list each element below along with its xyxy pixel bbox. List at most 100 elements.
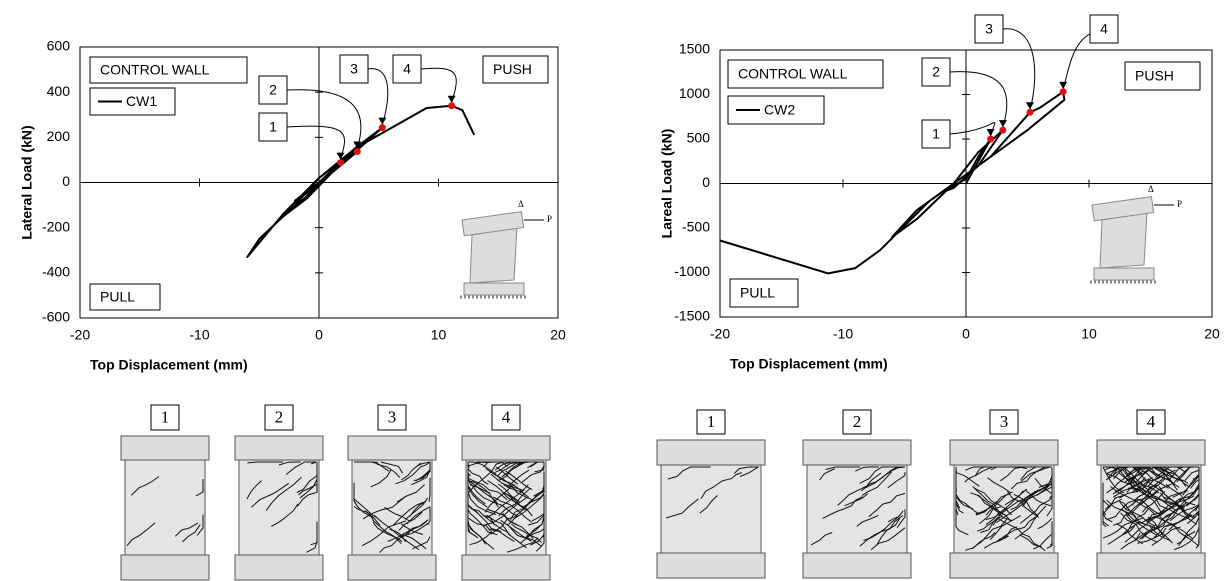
wall-top-cap — [120, 435, 210, 461]
crack — [535, 534, 545, 552]
crack — [401, 462, 422, 481]
crack — [246, 480, 262, 500]
callout-label: 3 — [350, 61, 358, 77]
crack — [1155, 502, 1187, 529]
crack — [1022, 483, 1053, 508]
crack — [467, 466, 489, 485]
crack — [964, 518, 1008, 551]
arrow-head — [353, 141, 362, 149]
crack — [508, 485, 545, 525]
callout-box — [1089, 14, 1119, 44]
crack — [975, 501, 997, 515]
legend-label: CW1 — [126, 93, 157, 109]
crack — [987, 477, 1012, 494]
crack — [855, 466, 879, 472]
crack — [976, 494, 1011, 522]
crack — [1136, 498, 1161, 516]
crack — [126, 522, 156, 547]
y-tick-label: -1000 — [674, 263, 710, 279]
y-tick-label: -400 — [42, 264, 70, 280]
wall-top-cap — [1096, 439, 1206, 466]
crack-label-box — [150, 404, 180, 431]
inset-drift-label: Δ — [1148, 184, 1154, 194]
crack — [1019, 534, 1042, 548]
arrow-head — [447, 95, 456, 103]
wall-bottom-cap — [120, 554, 210, 581]
wall-top-cap — [949, 439, 1059, 466]
crack — [825, 466, 861, 470]
y-tick-label: 1000 — [679, 85, 710, 101]
crack — [174, 522, 199, 537]
load-curve — [719, 90, 1066, 275]
wall-body — [124, 459, 206, 556]
crack — [501, 461, 523, 478]
crack — [353, 498, 378, 519]
crack — [402, 533, 427, 550]
y-tick-label: 400 — [47, 83, 71, 99]
crack — [406, 506, 431, 525]
crack — [467, 484, 497, 515]
inset-wall — [1099, 211, 1148, 269]
crack — [861, 471, 892, 496]
crack — [1147, 473, 1165, 487]
crack — [1103, 495, 1123, 514]
inset-cap — [1091, 196, 1155, 222]
crack — [955, 467, 980, 487]
arrow-head — [378, 117, 387, 125]
crack — [1024, 489, 1052, 507]
inset-base — [463, 282, 525, 296]
crack — [859, 515, 904, 547]
wall-bottom-cap — [461, 554, 551, 581]
crack — [810, 532, 833, 546]
crack — [1112, 475, 1136, 495]
crack — [401, 522, 429, 537]
wall-top-cap — [802, 439, 912, 466]
pull-label-box — [729, 278, 799, 308]
inset-base — [1093, 267, 1155, 281]
crack — [1126, 466, 1151, 481]
callout-label: 1 — [932, 126, 940, 142]
load-curve — [246, 104, 476, 258]
crack — [298, 468, 318, 496]
crack — [389, 528, 407, 543]
callout-label: 4 — [1100, 21, 1108, 37]
crack-label-box — [491, 404, 521, 431]
crack — [467, 503, 491, 532]
crack — [505, 470, 533, 490]
callout-box — [392, 54, 422, 84]
wall-bottom-cap — [234, 554, 324, 581]
crack — [265, 476, 302, 511]
callout-arrow — [420, 67, 457, 103]
crack — [392, 501, 427, 527]
crack — [864, 466, 905, 489]
wall-body — [806, 464, 908, 554]
wall-body — [238, 459, 320, 556]
wall-bottom-cap — [949, 552, 1059, 579]
crack — [354, 461, 390, 472]
crack — [494, 461, 518, 473]
wall-label: CONTROL WALL — [100, 62, 210, 78]
crack — [1046, 498, 1053, 517]
crack — [856, 514, 879, 527]
crack — [486, 514, 511, 536]
crack — [490, 515, 518, 535]
marked-point — [987, 135, 995, 143]
crack — [506, 537, 539, 553]
marked-point — [378, 124, 386, 132]
callout-arrow — [1002, 28, 1036, 110]
wall-top-cap — [461, 435, 551, 461]
x-tick-label: -20 — [70, 327, 90, 343]
crack — [534, 462, 545, 473]
crack — [699, 495, 718, 514]
crack — [494, 461, 520, 471]
crack — [506, 469, 530, 489]
crack — [384, 506, 410, 522]
y-tick-label: 500 — [687, 130, 711, 146]
crack — [380, 461, 404, 474]
crack — [1049, 521, 1053, 546]
marked-point — [999, 126, 1007, 134]
crack-label: 3 — [1000, 412, 1009, 431]
crack — [483, 496, 528, 526]
crack — [979, 506, 1001, 525]
